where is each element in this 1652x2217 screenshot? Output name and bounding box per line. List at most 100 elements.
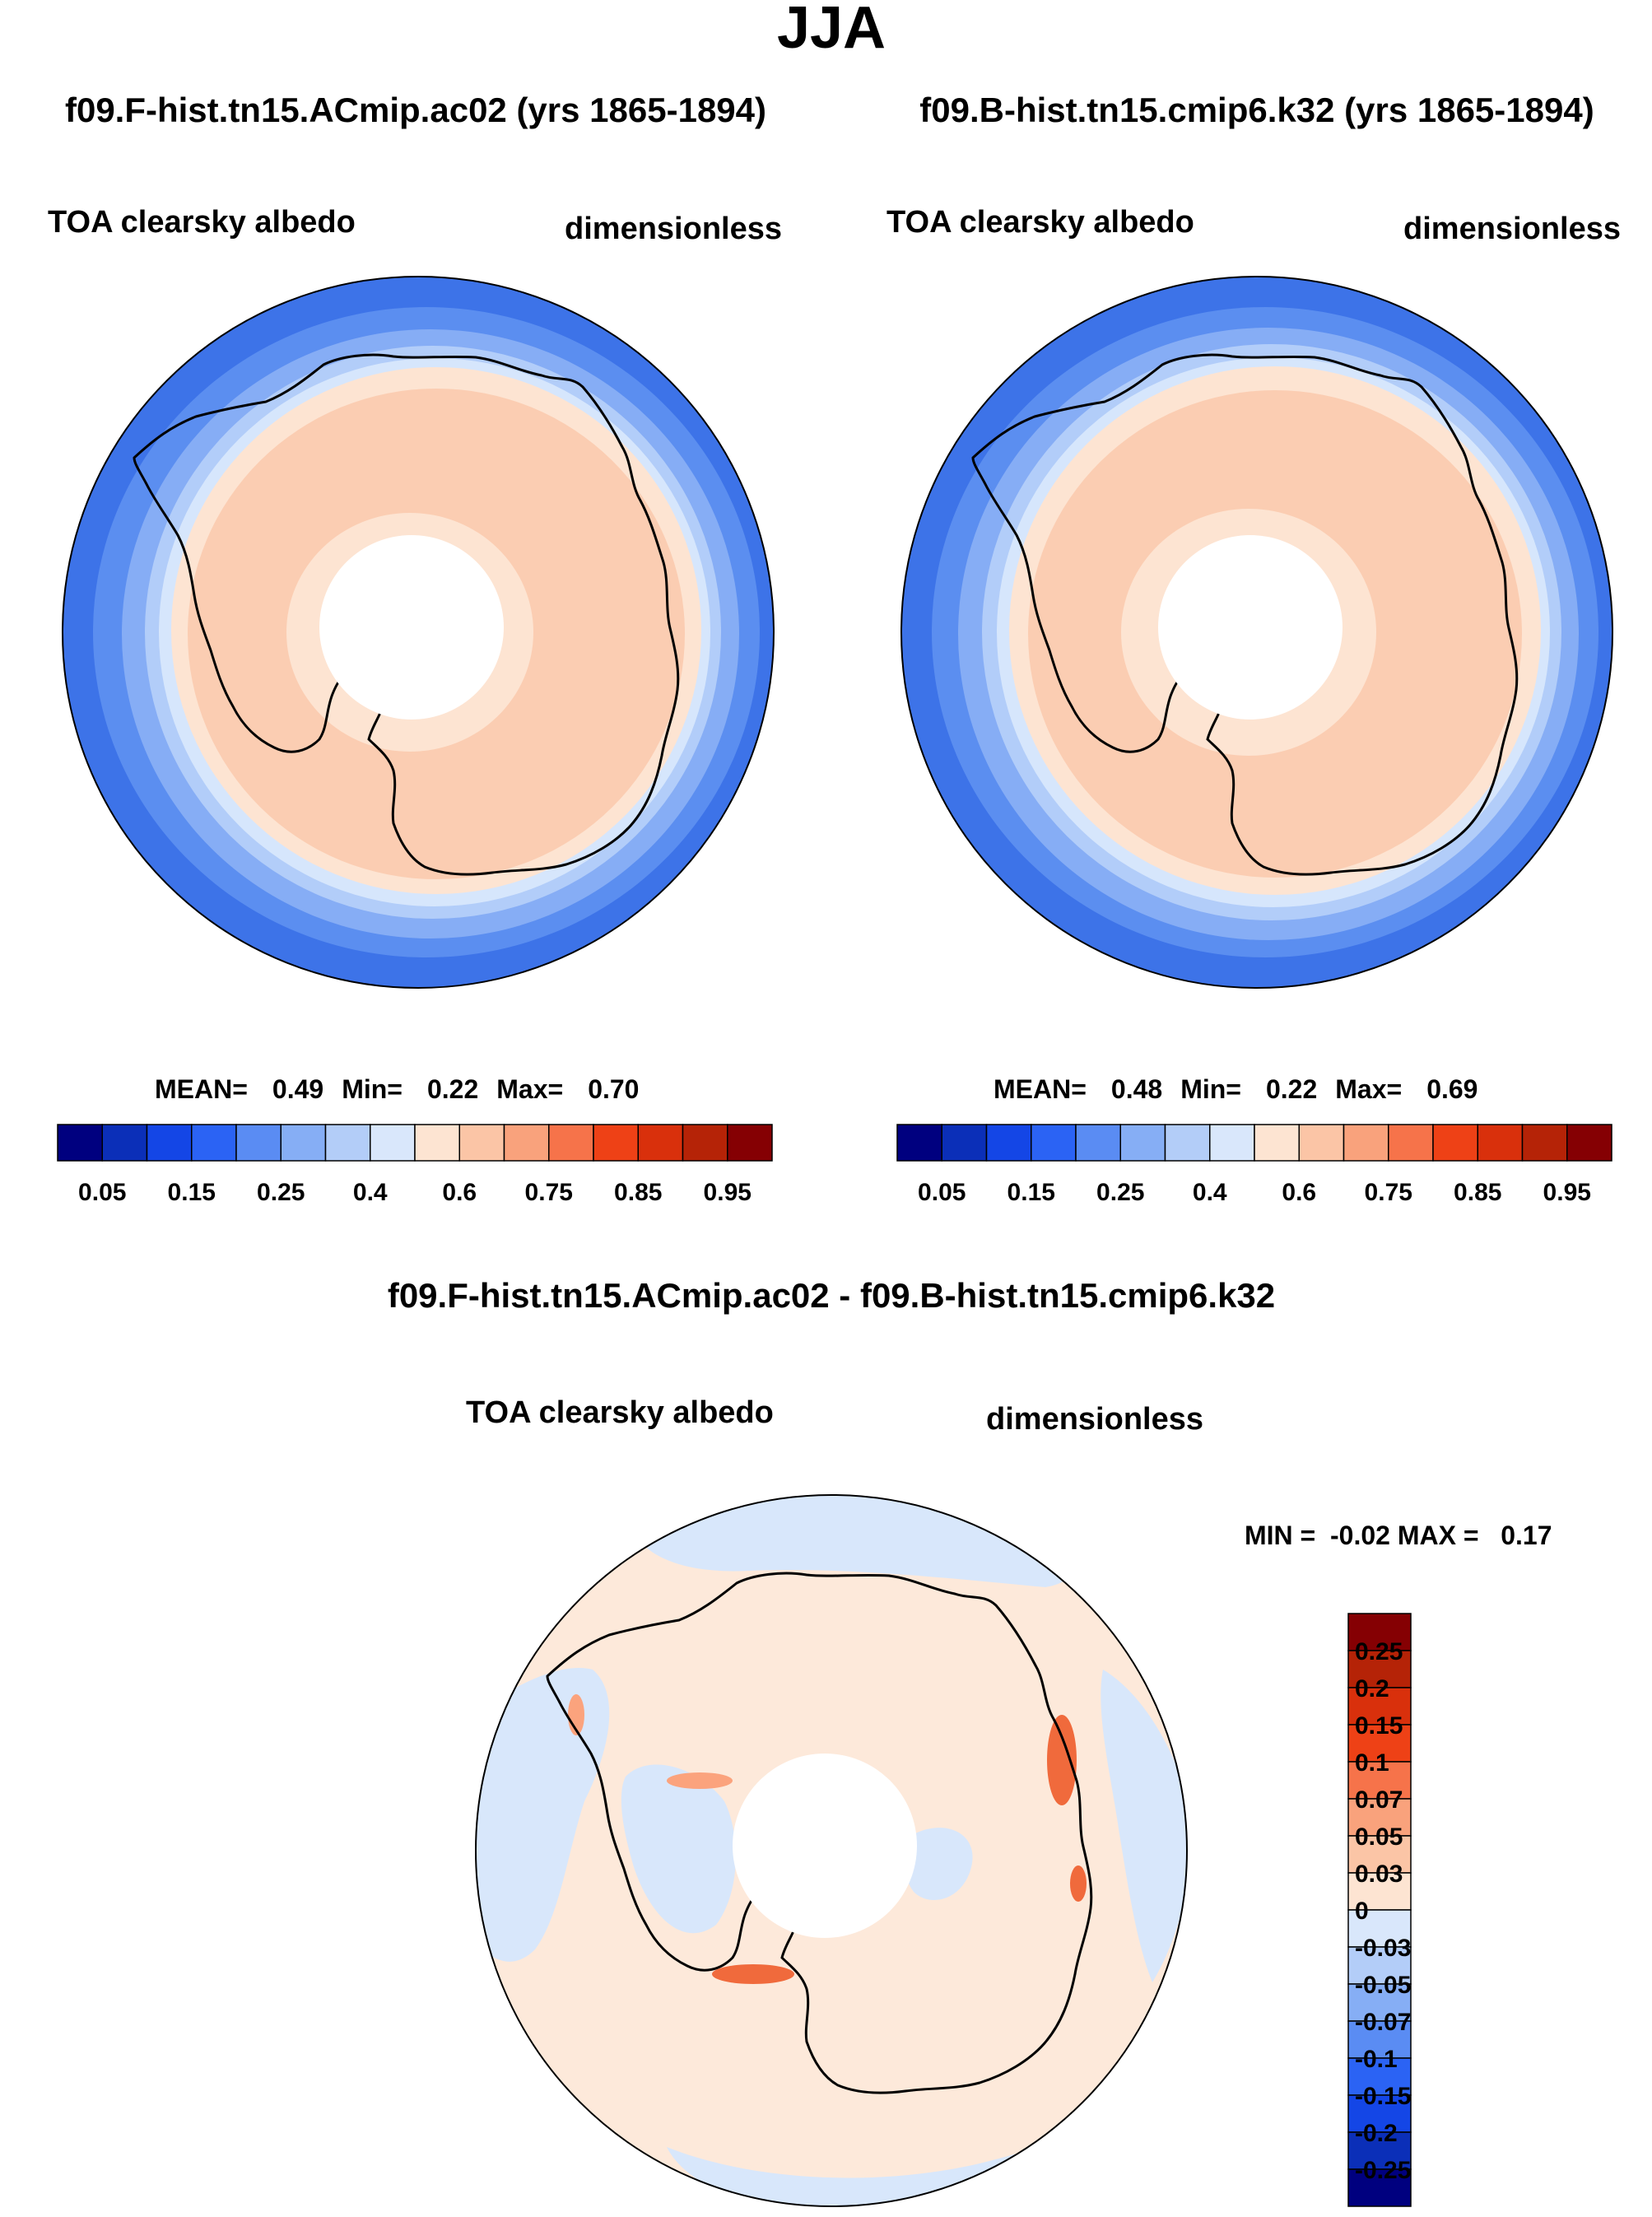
panel-2-colorbar: 0.05 0.15 0.25 0.4 0.6 0.75 0.85 0.95 — [896, 1124, 1612, 1206]
panel-2-mean-label: MEAN= — [994, 1074, 1087, 1104]
panel-diff-colorbar-tick-label: 0.25 — [1355, 1638, 1403, 1665]
panel-diff-polar-hole — [733, 1754, 917, 1938]
panel-1-units-label: dimensionless — [565, 212, 782, 246]
panel-diff-colorbar-swatch — [1347, 2020, 1412, 2059]
panel-2-colorbar-tick-label: 0.4 — [1193, 1179, 1227, 1206]
panel-2-colorbar-swatch — [896, 1124, 942, 1162]
panel-2-colorbar-swatch — [1031, 1124, 1077, 1162]
panel-1-colorbar-swatch — [235, 1124, 282, 1162]
panel-1-map-border — [62, 276, 775, 989]
panel-diff-colorbar-swatch — [1347, 1724, 1412, 1763]
panel-diff-colorbar-tick-label: -0.05 — [1355, 1972, 1411, 1999]
panel-2-colorbar-swatch — [1432, 1124, 1478, 1162]
panel-2-colorbar-tick-label: 0.25 — [1096, 1179, 1144, 1206]
panel-1-max-label: Max= — [496, 1074, 563, 1104]
panel-1: f09.F-hist.tn15.ACmip.ac02 (yrs 1865-189… — [48, 91, 782, 1206]
panel-diff-colorbar-tick-label: -0.2 — [1355, 2120, 1398, 2147]
panel-diff-colorbar-swatch — [1347, 1946, 1412, 1985]
panel-2-colorbar-tick-label: 0.15 — [1007, 1179, 1055, 1206]
panel-1-colorbar: 0.05 0.15 0.25 0.4 0.6 0.75 0.85 0.95 — [57, 1124, 773, 1206]
panel-2-colorbar-swatch — [1075, 1124, 1121, 1162]
panel-diff-hotspot-ross — [667, 1772, 733, 1789]
panel-diff-colorbar-swatch — [1347, 1872, 1412, 1911]
panel-diff-colorbar: 0.25 0.2 0.15 0.1 0.07 0.05 0.03 0 -0.03 -0.05 -0.… — [1347, 1613, 1412, 2207]
panel-2-map — [901, 277, 1612, 988]
panel-1-min-label: Min= — [342, 1074, 403, 1104]
panel-2-units-label: dimensionless — [1403, 212, 1621, 246]
panel-2-min-label: Min= — [1180, 1074, 1241, 1104]
panel-1-stats: MEAN= 0.49 Min= 0.22 Max= 0.70 — [155, 1074, 639, 1104]
panel-1-mean-label: MEAN= — [155, 1074, 248, 1104]
panel-2-colorbar-tick-label: 0.85 — [1454, 1179, 1501, 1206]
panel-1-colorbar-swatch — [727, 1124, 773, 1162]
panel-2-colorbar-swatch — [1164, 1124, 1211, 1162]
panel-diff-colorbar-tick-label: 0 — [1355, 1898, 1369, 1925]
panel-2-colorbar-swatch — [1119, 1124, 1166, 1162]
panel-diff-negative-interior — [904, 1828, 973, 1900]
panel-diff-colorbar-tick-label: -0.1 — [1355, 2046, 1398, 2073]
panel-diff-colorbar-swatch — [1347, 2094, 1412, 2133]
panel-2-colorbar-swatch — [1343, 1124, 1389, 1162]
panel-1-colorbar-swatch — [458, 1124, 505, 1162]
panel-1-colorbar-swatch — [503, 1124, 550, 1162]
panel-1-min-value: 0.22 — [427, 1074, 478, 1104]
panel-1-colorbar-swatch — [191, 1124, 237, 1162]
panel-diff-colorbar-tick-label: -0.03 — [1355, 1935, 1411, 1962]
panel-2-colorbar-swatch — [1521, 1124, 1568, 1162]
panel-2-max-value: 0.69 — [1426, 1074, 1477, 1104]
panel-1-map — [63, 277, 774, 988]
panel-2-min-value: 0.22 — [1266, 1074, 1317, 1104]
panel-2-map-border — [900, 276, 1613, 989]
panel-diff-colorbar-tick-label: 0.03 — [1355, 1861, 1403, 1888]
panel-diff-units-label: dimensionless — [986, 1402, 1203, 1437]
panel-diff-hotspot-weddell — [712, 1964, 794, 1984]
panel-diff-colorbar-swatch — [1347, 1835, 1412, 1874]
panel-diff: f09.F-hist.tn15.ACmip.ac02 - f09.B-hist.… — [388, 1276, 1552, 2207]
panel-1-colorbar-swatch — [637, 1124, 684, 1162]
panel-diff-colorbar-tick-label: -0.25 — [1355, 2157, 1411, 2184]
panel-1-colorbar-tick-label: 0.15 — [168, 1179, 216, 1206]
panel-diff-colorbar-tick-label: 0.07 — [1355, 1786, 1403, 1814]
panel-1-colorbar-tick-label: 0.05 — [78, 1179, 126, 1206]
panel-diff-colorbar-tick-label: 0.05 — [1355, 1823, 1403, 1851]
panel-diff-colorbar-swatch — [1347, 1761, 1412, 1800]
panel-diff-colorbar-swatch — [1347, 1613, 1412, 1651]
panel-2-mean-value: 0.48 — [1111, 1074, 1162, 1104]
panel-2-colorbar-swatch — [941, 1124, 988, 1162]
panel-2: f09.B-hist.tn15.cmip6.k32 (yrs 1865-1894… — [886, 91, 1621, 1206]
panel-2-colorbar-swatch — [1388, 1124, 1434, 1162]
panel-1-mean-value: 0.49 — [272, 1074, 323, 1104]
panel-diff-variable-label: TOA clearsky albedo — [466, 1395, 774, 1430]
panel-1-colorbar-swatch — [593, 1124, 639, 1162]
figure-title: JJA — [777, 0, 886, 61]
panel-1-polar-hole — [319, 535, 504, 720]
panel-2-colorbar-swatch — [1298, 1124, 1345, 1162]
panel-2-polar-hole — [1158, 535, 1343, 720]
panel-2-max-label: Max= — [1335, 1074, 1402, 1104]
panel-diff-hotspot-coast — [1070, 1865, 1087, 1902]
panel-1-colorbar-swatch — [414, 1124, 460, 1162]
panel-diff-colorbar-swatch — [1347, 2168, 1412, 2207]
panel-2-colorbar-tick-label: 0.6 — [1282, 1179, 1316, 1206]
panel-1-variable-label: TOA clearsky albedo — [48, 205, 356, 240]
panel-diff-hotspot-east — [1047, 1715, 1077, 1805]
panel-diff-title: f09.F-hist.tn15.ACmip.ac02 - f09.B-hist.… — [388, 1276, 1275, 1315]
panel-diff-map-border — [475, 1494, 1188, 2207]
panel-1-colorbar-swatch — [146, 1124, 193, 1162]
panel-diff-colorbar-tick-label: 0.1 — [1355, 1749, 1389, 1777]
panel-diff-colorbar-tick-label: 0.15 — [1355, 1712, 1403, 1740]
panel-2-title: f09.B-hist.tn15.cmip6.k32 (yrs 1865-1894… — [919, 91, 1594, 129]
panel-diff-negative-ross — [621, 1764, 736, 1934]
panel-1-colorbar-tick-label: 0.95 — [704, 1179, 752, 1206]
panel-2-stats: MEAN= 0.48 Min= 0.22 Max= 0.69 — [994, 1074, 1477, 1104]
panel-diff-negative-east — [1101, 1670, 1187, 1982]
panel-2-colorbar-tick-label: 0.05 — [918, 1179, 966, 1206]
panel-diff-colorbar-tick-label: -0.15 — [1355, 2083, 1411, 2110]
panel-1-colorbar-swatch — [682, 1124, 728, 1162]
panel-diff-colorbar-swatch — [1347, 1687, 1412, 1726]
panel-diff-colorbar-tick-label: -0.07 — [1355, 2009, 1411, 2036]
panel-diff-stats: MIN = -0.02 MAX = 0.17 — [1245, 1521, 1552, 1550]
panel-2-variable-label: TOA clearsky albedo — [886, 205, 1194, 240]
panel-diff-negative-west — [476, 1668, 610, 1962]
